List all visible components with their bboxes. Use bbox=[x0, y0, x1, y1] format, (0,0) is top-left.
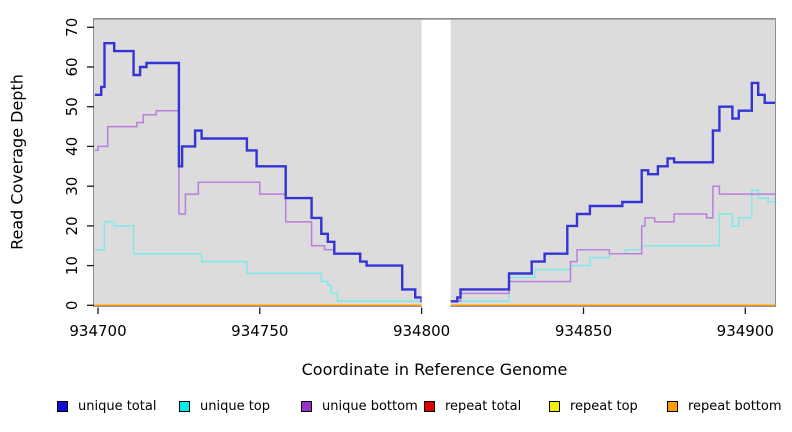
legend-item-repeat-total: repeat total bbox=[424, 399, 521, 414]
legend-swatch-unique-total bbox=[57, 401, 68, 412]
y-tick-label: 10 bbox=[63, 256, 81, 275]
legend-label: unique top bbox=[200, 399, 271, 414]
x-tick-label: 934900 bbox=[717, 322, 774, 340]
x-tick-label: 934750 bbox=[231, 322, 288, 340]
x-tick-label: 934700 bbox=[69, 322, 126, 340]
series-unique-top bbox=[94, 189, 775, 303]
legend-swatch-repeat-bottom bbox=[667, 401, 678, 412]
legend-swatch-repeat-total bbox=[424, 401, 435, 412]
x-tick-label: 934850 bbox=[555, 322, 612, 340]
y-axis-title: Read Coverage Depth bbox=[7, 74, 27, 250]
legend-item-unique-bottom: unique bottom bbox=[301, 399, 418, 414]
y-tick-label: 30 bbox=[63, 177, 81, 196]
legend-label: repeat top bbox=[570, 399, 638, 414]
legend-label: unique total bbox=[78, 399, 157, 414]
legend-item-unique-total: unique total bbox=[57, 399, 156, 414]
y-tick-label: 40 bbox=[63, 137, 81, 156]
legend-label: repeat total bbox=[445, 399, 522, 414]
no-data-gap bbox=[421, 19, 451, 308]
y-tick-label: 20 bbox=[63, 216, 81, 235]
legend-item-repeat-bottom: repeat bottom bbox=[667, 399, 782, 414]
x-tick-label: 934800 bbox=[393, 322, 450, 340]
y-tick-label: 0 bbox=[63, 301, 81, 311]
legend-swatch-unique-bottom bbox=[301, 401, 312, 412]
y-tick-label: 70 bbox=[63, 18, 81, 37]
x-axis-title: Coordinate in Reference Genome bbox=[301, 360, 568, 379]
legend: unique total unique top unique bottom repea… bbox=[0, 399, 792, 421]
legend-swatch-repeat-top bbox=[549, 401, 560, 412]
y-tick-label: 50 bbox=[63, 97, 81, 116]
legend-item-unique-top: unique top bbox=[179, 399, 270, 414]
legend-label: repeat bottom bbox=[688, 399, 782, 414]
legend-item-repeat-top: repeat top bbox=[549, 399, 638, 414]
legend-swatch-unique-top bbox=[179, 401, 190, 412]
y-tick-label: 60 bbox=[63, 57, 81, 76]
legend-label: unique bottom bbox=[322, 399, 418, 414]
